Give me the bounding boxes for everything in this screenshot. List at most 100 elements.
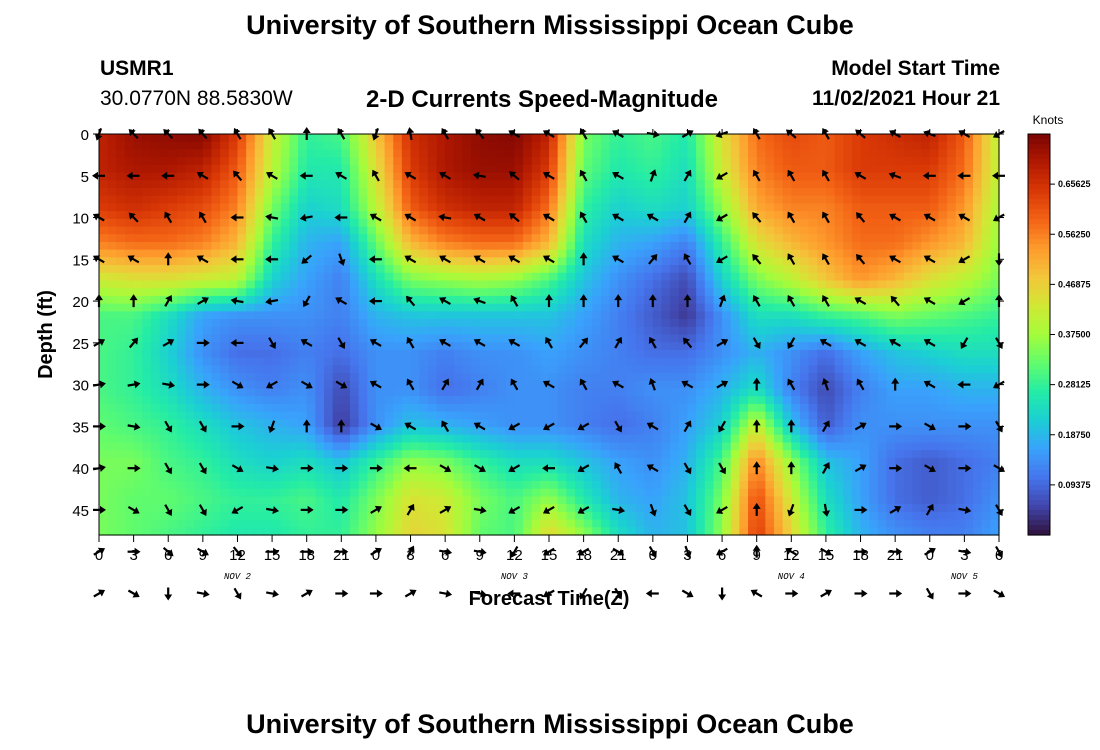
heatmap-cell <box>419 319 429 328</box>
heatmap-cell <box>401 349 412 359</box>
heatmap-cell <box>696 149 706 158</box>
heatmap-cell <box>211 203 221 212</box>
heatmap-cell <box>834 218 844 228</box>
heatmap-cell <box>324 334 334 343</box>
heatmap-cell <box>981 164 991 174</box>
heatmap-cell <box>713 180 723 189</box>
heatmap-cell <box>228 303 239 312</box>
heatmap-cell <box>367 265 377 274</box>
heatmap-cell <box>445 149 455 158</box>
heatmap-cell <box>765 427 775 436</box>
heatmap-cell <box>574 457 585 467</box>
heatmap-cell <box>851 319 862 328</box>
heatmap-cell <box>886 134 896 143</box>
heatmap-cell <box>696 257 706 266</box>
heatmap-cell <box>289 241 299 251</box>
heatmap-cell <box>479 303 490 312</box>
heatmap-cell <box>531 481 541 490</box>
heatmap-cell <box>436 457 446 467</box>
heatmap-cell <box>211 226 221 235</box>
heatmap-cell <box>817 419 827 428</box>
heatmap-cell <box>886 241 896 251</box>
heatmap-cell <box>375 473 386 482</box>
heatmap-cell <box>384 342 394 351</box>
heatmap-cell <box>462 380 472 390</box>
heatmap-cell <box>964 280 974 289</box>
heatmap-cell <box>765 265 775 274</box>
heatmap-cell <box>583 319 593 328</box>
heatmap-cell <box>722 280 732 289</box>
heatmap-cell <box>921 411 931 420</box>
heatmap-cell <box>367 241 377 251</box>
heatmap-cell <box>791 342 801 351</box>
heatmap-cell <box>722 241 732 251</box>
heatmap-cell <box>782 488 792 498</box>
heatmap-cell <box>194 488 204 498</box>
heatmap-cell <box>540 319 550 328</box>
heatmap-cell <box>298 488 308 498</box>
heatmap-cell <box>877 265 888 274</box>
heatmap-cell <box>774 349 784 359</box>
heatmap-cell <box>375 249 386 258</box>
heatmap-cell <box>661 311 671 320</box>
heatmap-cell <box>696 319 706 328</box>
heatmap-cell <box>306 496 316 505</box>
heatmap-cell <box>678 249 689 258</box>
heatmap-cell <box>453 187 464 197</box>
heatmap-cell <box>592 211 602 220</box>
heatmap-cell <box>150 465 161 474</box>
heatmap-cell <box>263 164 273 174</box>
heatmap-cell <box>176 342 187 351</box>
heatmap-cell <box>687 396 697 405</box>
heatmap-cell <box>194 357 204 366</box>
heatmap-cell <box>592 473 602 482</box>
heatmap-cell <box>955 411 965 420</box>
heatmap-cell <box>194 373 204 382</box>
heatmap-cell <box>549 280 559 289</box>
heatmap-cell <box>116 450 126 459</box>
heatmap-cell <box>652 280 663 289</box>
heatmap-cell <box>808 211 818 220</box>
heatmap-cell <box>661 218 671 228</box>
heatmap-cell <box>895 419 905 428</box>
heatmap-cell <box>263 272 273 282</box>
heatmap-cell <box>375 411 386 420</box>
heatmap-cell <box>756 295 766 305</box>
heatmap-cell <box>393 403 403 413</box>
heatmap-cell <box>687 388 697 397</box>
heatmap-cell <box>704 164 715 174</box>
heatmap-cell <box>990 373 1000 382</box>
heatmap-cell <box>722 411 732 420</box>
heatmap-cell <box>843 342 853 351</box>
heatmap-cell <box>298 319 308 328</box>
heatmap-cell <box>851 388 862 397</box>
heatmap-cell <box>626 481 637 490</box>
heatmap-cell <box>107 234 117 243</box>
heatmap-cell <box>194 234 204 243</box>
heatmap-cell <box>479 211 490 220</box>
heatmap-cell <box>168 211 178 220</box>
heatmap-cell <box>609 195 619 204</box>
heatmap-cell <box>851 203 862 212</box>
heatmap-cell <box>652 164 663 174</box>
heatmap-cell <box>107 457 117 467</box>
heatmap-cell <box>722 388 732 397</box>
heatmap-cell <box>427 473 438 482</box>
heatmap-cell <box>774 434 784 444</box>
heatmap-cell <box>185 149 195 158</box>
heatmap-cell <box>133 234 143 243</box>
heatmap-cell <box>142 157 152 166</box>
heatmap-cell <box>938 488 948 498</box>
heatmap-cell <box>912 488 922 498</box>
heatmap-cell <box>903 180 914 189</box>
heatmap-cell <box>514 272 524 282</box>
heatmap-cell <box>107 326 117 336</box>
heatmap-cell <box>315 149 325 158</box>
heatmap-cell <box>453 473 464 482</box>
heatmap-cell <box>289 388 299 397</box>
heatmap-cell <box>185 157 195 166</box>
heatmap-cell <box>445 373 455 382</box>
heatmap-cell <box>462 280 472 289</box>
heatmap-cell <box>739 357 749 366</box>
heatmap-cell <box>661 457 671 467</box>
